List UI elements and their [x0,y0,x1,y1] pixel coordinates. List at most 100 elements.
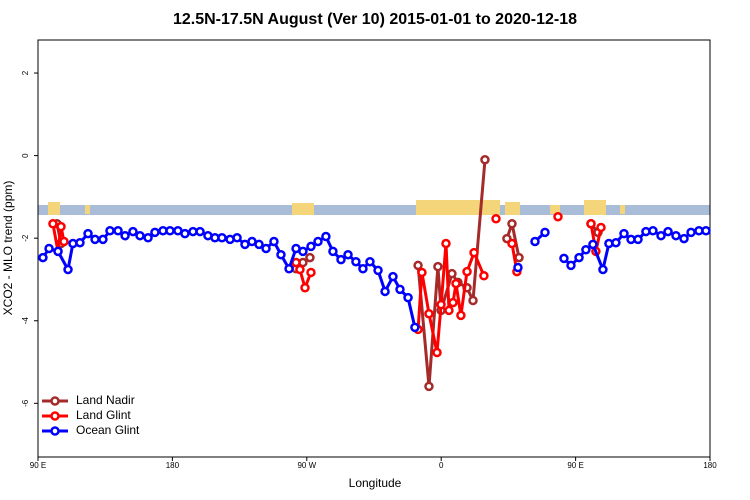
data-point [671,230,681,241]
data-point [63,264,73,275]
data-point [462,266,472,277]
data-point [75,237,85,248]
legend-marker [50,426,60,436]
x-tick-label: 0 [439,461,444,470]
data-point [701,225,711,236]
data-point [328,246,338,257]
data-point [313,236,323,247]
data-point [491,214,501,224]
data-point [90,234,100,245]
data-point [365,256,375,267]
data-point [295,264,305,275]
data-point [432,347,442,358]
data-point [388,271,398,282]
y-tick-label: 2 [21,70,30,75]
data-point [300,282,310,293]
data-point [559,253,569,264]
data-point [373,265,383,276]
data-point [135,230,145,241]
data-point [663,226,673,237]
data-point [444,305,454,316]
data-point [128,226,138,237]
data-point [433,261,443,272]
data-point [679,233,689,244]
data-point [120,230,130,241]
data-point [306,267,316,278]
x-tick-label: 180 [166,461,180,470]
data-point [648,225,658,236]
data-point [380,286,390,297]
data-point [566,260,576,271]
data-point [619,228,629,239]
data-point [217,233,227,243]
y-tick-label: -4 [21,317,30,325]
data-point [143,233,153,243]
data-point [581,244,591,255]
legend-marker [50,411,60,421]
data-point [588,239,598,250]
legend-label: Land Nadir [76,393,135,407]
data-point [586,218,596,229]
data-point [513,262,523,273]
data-point [507,238,517,249]
data-point [105,225,115,236]
data-point [611,237,621,248]
data-point [633,234,643,245]
data-point [44,243,54,254]
data-point [336,254,346,265]
data-point [417,267,427,278]
data-point [553,211,563,222]
data-point [441,238,451,249]
y-axis-label: XCO2 - MLO trend (ppm) [1,181,15,316]
data-point [413,260,423,271]
data-point [598,264,608,275]
data-point [451,278,461,289]
data-point [321,231,331,242]
data-point [479,270,489,281]
y-tick-label: -2 [21,234,30,242]
data-point [686,227,696,238]
data-point [351,256,361,267]
plot-frame [37,39,711,458]
y-tick-label: -6 [21,399,30,407]
data-point [530,236,540,247]
data-point [436,299,446,310]
data-point [261,243,271,254]
data-point [403,292,413,303]
data-point [480,154,490,165]
x-tick-label: 180 [703,461,717,470]
data-point [469,247,479,258]
x-tick-label: 90 W [297,461,316,470]
data-point [150,227,160,238]
data-point [395,284,405,295]
data-point [540,227,550,238]
data-point [343,249,353,260]
data-point [48,218,58,229]
chart-title: 12.5N-17.5N August (Ver 10) 2015-01-01 t… [173,11,577,28]
data-point [195,226,205,237]
land-mask-strip [38,200,710,215]
data-point [269,236,279,247]
legend-label: Land Glint [76,408,131,422]
data-point [232,233,242,243]
data-point [410,322,420,333]
data-point [298,246,308,257]
data-point [180,228,190,239]
data-point [305,252,315,263]
data-point [284,263,294,274]
data-point [254,239,264,250]
data-point [306,241,316,252]
data-point [514,252,524,263]
series-line [51,223,603,354]
data-point [424,308,434,319]
data-point [596,222,606,233]
x-axis-label: Longitude [349,476,402,490]
data-point [424,381,434,392]
data-point [447,268,457,279]
x-tick-label: 90 E [30,461,46,470]
data-point [98,234,108,245]
x-tick-label: 90 E [567,461,583,470]
data-point [59,236,69,247]
